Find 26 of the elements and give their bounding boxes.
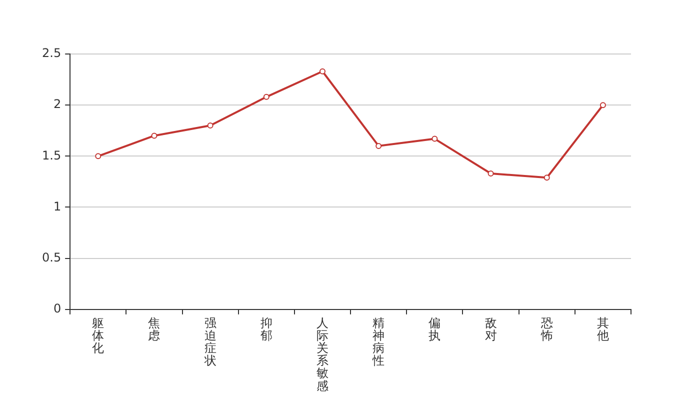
point: [432, 136, 438, 142]
point: [488, 170, 494, 177]
y-tick-label: 0: [53, 302, 62, 316]
x-tick-label: 其他: [596, 316, 609, 342]
y-tick-label: 2.5: [42, 46, 62, 60]
point: [376, 142, 382, 149]
x-tick-label: 抑郁: [260, 316, 272, 342]
x-tick-label: 恐怖: [540, 316, 553, 342]
x-tick-label: 精神病性: [372, 316, 385, 368]
point: [600, 102, 606, 108]
x-tick-label: 强迫症状: [203, 316, 216, 368]
y-tick-label: 1: [53, 199, 62, 214]
point: [544, 174, 550, 181]
point: [207, 122, 214, 129]
x-tick-label: 躯体化: [92, 316, 104, 356]
x-tick-label: 偏执: [428, 316, 441, 342]
x-tick-label: 焦虑: [148, 316, 160, 342]
point: [95, 153, 102, 160]
y-tick-label: 1.5: [42, 148, 62, 162]
y-tick-label: 2: [53, 97, 62, 112]
x-tick-label: 人际关系敏感: [316, 316, 328, 393]
point: [319, 68, 326, 74]
point: [151, 132, 158, 139]
point: [263, 94, 270, 100]
y-tick-label: 0.5: [42, 250, 62, 264]
x-tick-label: 敌对: [484, 316, 497, 342]
